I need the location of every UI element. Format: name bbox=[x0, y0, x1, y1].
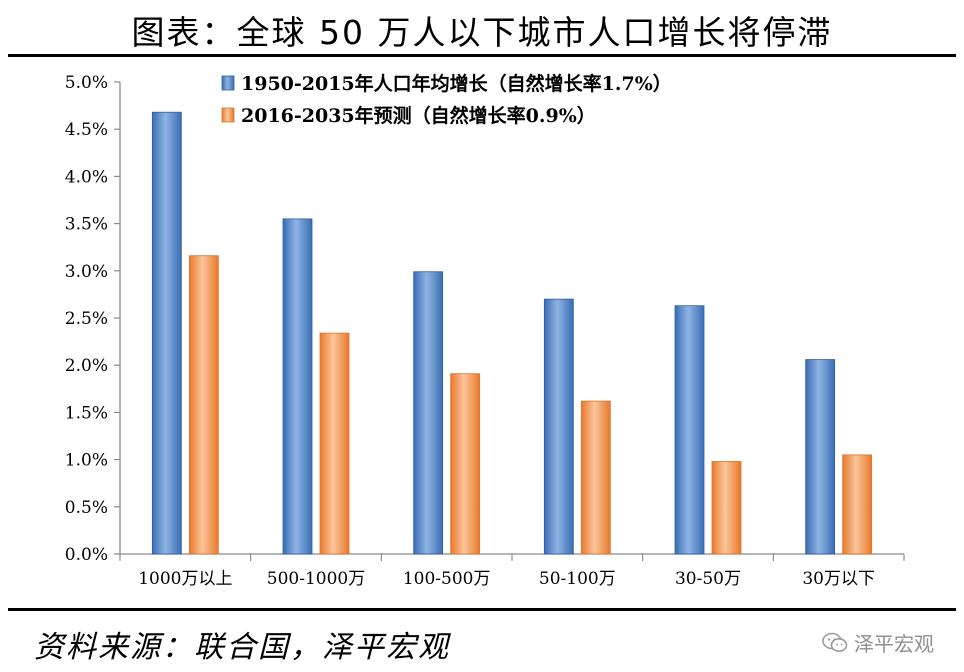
bar-historical bbox=[413, 271, 444, 555]
x-tick-label: 1000万以上 bbox=[138, 569, 232, 589]
bottom-rule bbox=[8, 608, 956, 611]
legend-swatch bbox=[221, 75, 235, 91]
y-tick-label: 3.0% bbox=[65, 262, 108, 282]
y-tick-label: 5.0% bbox=[65, 73, 108, 93]
x-tick-label: 500-1000万 bbox=[267, 569, 365, 589]
bar-historical bbox=[151, 111, 182, 555]
bar-historical bbox=[282, 218, 313, 555]
bar-historical bbox=[543, 298, 574, 555]
bar-forecast bbox=[188, 255, 219, 555]
x-tick-label: 30万以下 bbox=[802, 569, 875, 589]
x-tick-label: 30-50万 bbox=[675, 569, 741, 589]
y-tick-label: 3.5% bbox=[65, 215, 108, 235]
x-tick-label: 50-100万 bbox=[539, 569, 616, 589]
chart-axes: 0.0% 0.5% 1.0% 1.5% 2.0% 2.5% 3.0% 3.5% 4.0% 4.5%… bbox=[65, 73, 905, 589]
bar-historical bbox=[674, 305, 705, 555]
legend-label: 2016-2035年预测（自然增长率0.9%） bbox=[241, 104, 596, 127]
bar-chart: 0.0% 0.5% 1.0% 1.5% 2.0% 2.5% 3.0% 3.5% 4.0% 4.5%… bbox=[65, 72, 905, 589]
wechat-icon bbox=[822, 632, 848, 652]
source-note: 资料来源：联合国，泽平宏观 bbox=[34, 630, 450, 665]
chart-bars bbox=[151, 111, 873, 555]
y-tick-label: 0.0% bbox=[65, 545, 108, 565]
bar-historical bbox=[805, 359, 836, 555]
y-tick-label: 2.5% bbox=[65, 309, 108, 329]
x-tick-label: 100-500万 bbox=[403, 569, 491, 589]
y-tick-label: 1.5% bbox=[65, 403, 108, 423]
chart-title: 图表：全球 50 万人以下城市人口增长将停滞 bbox=[131, 13, 833, 52]
watermark-text: 泽平宏观 bbox=[854, 632, 934, 656]
y-tick-label: 1.0% bbox=[65, 451, 108, 471]
y-tick-label: 4.5% bbox=[65, 120, 108, 140]
bar-forecast bbox=[319, 332, 350, 555]
top-rule bbox=[8, 54, 956, 57]
bar-forecast bbox=[580, 400, 611, 555]
y-tick-label: 2.0% bbox=[65, 356, 108, 376]
y-tick-label: 0.5% bbox=[65, 498, 108, 518]
y-tick-label: 4.0% bbox=[65, 167, 108, 187]
legend-label: 1950-2015年人口年均增长（自然增长率1.7%） bbox=[241, 72, 672, 95]
bar-forecast bbox=[711, 461, 742, 555]
chart-legend: 1950-2015年人口年均增长（自然增长率1.7%） 2016-2035年预测（… bbox=[221, 72, 672, 127]
watermark: 泽平宏观 bbox=[822, 628, 934, 657]
bar-forecast bbox=[842, 454, 873, 555]
legend-swatch bbox=[221, 107, 235, 123]
bar-forecast bbox=[450, 373, 481, 555]
